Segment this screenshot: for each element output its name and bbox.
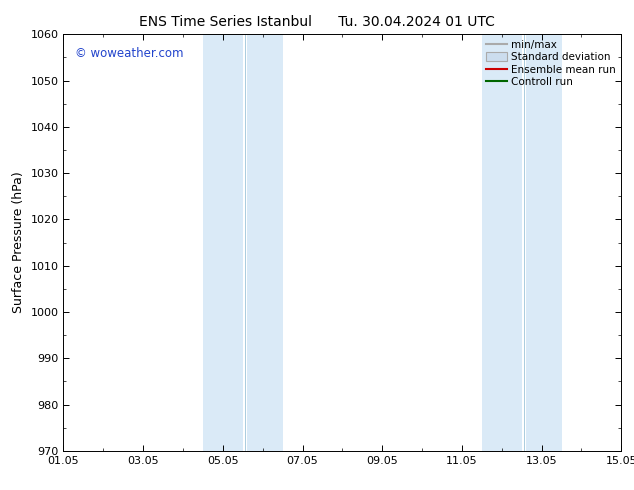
Text: © woweather.com: © woweather.com [75, 47, 183, 60]
Bar [526, 34, 562, 451]
Legend: min/max, Standard deviation, Ensemble mean run, Controll run: min/max, Standard deviation, Ensemble me… [484, 37, 618, 89]
Text: ENS Time Series Istanbul      Tu. 30.04.2024 01 UTC: ENS Time Series Istanbul Tu. 30.04.2024 … [139, 15, 495, 29]
Y-axis label: Surface Pressure (hPa): Surface Pressure (hPa) [12, 172, 25, 314]
Bar [482, 34, 522, 451]
Bar [203, 34, 243, 451]
Bar [247, 34, 283, 451]
